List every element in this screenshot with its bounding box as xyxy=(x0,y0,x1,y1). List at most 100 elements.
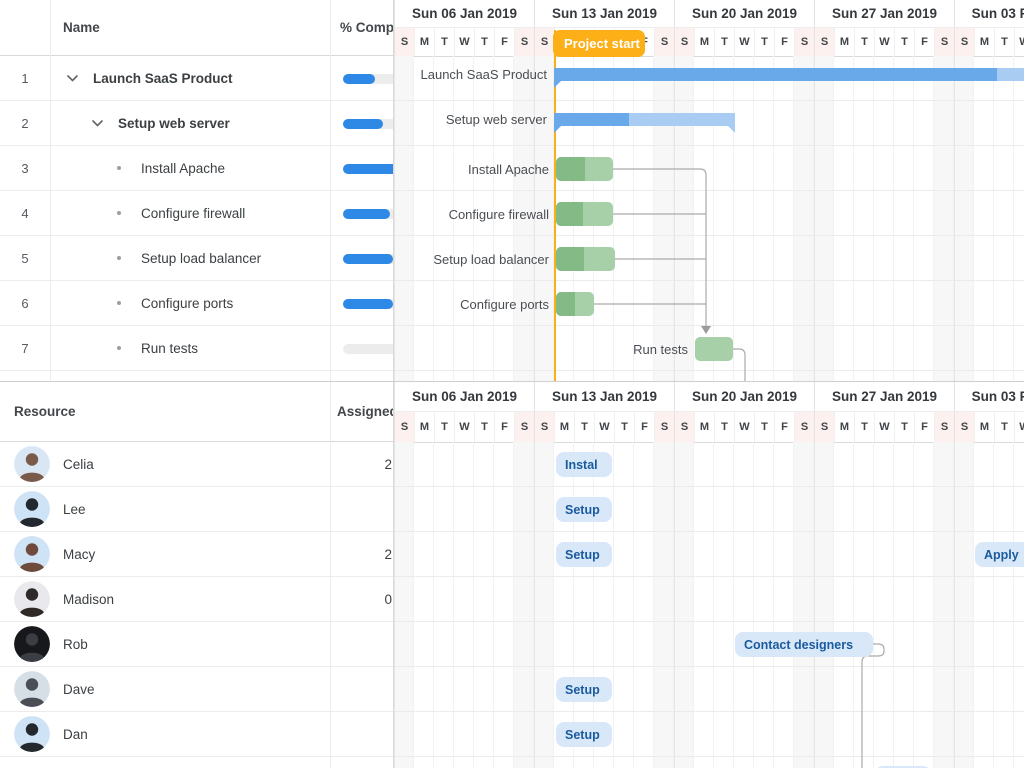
day-header-cell: S xyxy=(934,412,954,442)
percent-complete-bar xyxy=(343,208,393,219)
day-header-cell: S xyxy=(814,412,834,442)
gantt-bar-task[interactable] xyxy=(556,202,613,226)
dependency-line xyxy=(733,348,746,381)
leaf-bullet-icon xyxy=(117,301,121,305)
resource-row[interactable]: Lee xyxy=(0,487,393,532)
percent-complete-fill xyxy=(343,298,393,309)
resource-name: Dan xyxy=(63,726,88,742)
day-header-cell: T xyxy=(474,412,494,442)
event-pill[interactable]: Setup xyxy=(556,722,612,747)
gantt-bar-task[interactable] xyxy=(556,292,594,316)
day-header-cell: W xyxy=(594,412,614,442)
timeline-day-row: SMTWTFSSMTWTFSSMTWTFSSMTWTFSSMTWTFS xyxy=(394,28,1024,56)
resource-name: Lee xyxy=(63,501,86,517)
week-header-cell: Sun 03 Feb 2019 xyxy=(954,382,1024,411)
gantt-bar-parent[interactable] xyxy=(554,113,735,133)
day-header-cell: W xyxy=(1014,28,1024,56)
gantt-bar-task[interactable] xyxy=(695,337,733,361)
week-header-cell: Sun 06 Jan 2019 xyxy=(394,382,534,411)
gantt-bar-task[interactable] xyxy=(556,247,615,271)
day-header-cell: T xyxy=(614,412,634,442)
task-row[interactable]: 1 Launch SaaS Product xyxy=(0,56,393,101)
day-header-cell: M xyxy=(834,28,854,56)
gantt-timeline-header: Sun 06 Jan 2019 Sun 13 Jan 2019 Sun 20 Jan… xyxy=(394,0,1024,57)
day-header-cell: M xyxy=(554,412,574,442)
leaf-bullet-icon xyxy=(117,166,121,170)
day-header-cell: F xyxy=(914,28,934,56)
day-header-cell: T xyxy=(434,28,454,56)
column-header-name[interactable]: Name xyxy=(63,20,100,35)
grid-column-divider xyxy=(330,382,331,768)
percent-complete-bar xyxy=(343,343,393,354)
resource-row[interactable]: Celia 2 xyxy=(0,442,393,487)
task-name: Configure firewall xyxy=(141,205,246,221)
avatar xyxy=(14,716,50,752)
event-pill[interactable]: Setup xyxy=(556,542,612,567)
gantt-grid: Name % Complete 1 Launch SaaS Product 2 Set… xyxy=(0,0,394,381)
event-pill[interactable]: Instal xyxy=(556,452,612,477)
percent-complete-fill xyxy=(343,163,393,174)
day-header-cell: M xyxy=(974,412,994,442)
column-header-assigned[interactable]: Assigned xyxy=(337,404,393,419)
row-number: 4 xyxy=(21,205,29,221)
event-pill[interactable]: Contact designers xyxy=(735,632,873,657)
event-pill[interactable]: Setup xyxy=(556,497,612,522)
leaf-bullet-icon xyxy=(117,211,121,215)
resource-row[interactable]: Dan xyxy=(0,712,393,757)
resource-row[interactable]: Macy 2 xyxy=(0,532,393,577)
week-header-cell: Sun 27 Jan 2019 xyxy=(814,382,954,411)
task-name: Setup web server xyxy=(118,115,230,131)
scheduler-grid: Resource Assigned Celia 2 Lee Macy 2 Madison 0… xyxy=(0,382,394,768)
percent-complete-fill xyxy=(343,118,383,129)
day-header-cell: F xyxy=(914,412,934,442)
scheduler-panel: Resource Assigned Celia 2 Lee Macy 2 Madison 0… xyxy=(0,381,1024,768)
percent-complete-bar xyxy=(343,253,393,264)
event-pill[interactable] xyxy=(875,766,931,768)
day-header-cell: W xyxy=(454,412,474,442)
day-header-cell: W xyxy=(1014,412,1024,442)
task-name: Run tests xyxy=(141,340,199,356)
resource-name: Celia xyxy=(63,456,94,472)
day-header-cell: W xyxy=(734,412,754,442)
chevron-down-icon[interactable] xyxy=(63,69,81,87)
task-name: Launch SaaS Product xyxy=(93,70,233,86)
task-row[interactable]: 3 Install Apache xyxy=(0,146,393,191)
day-header-cell: F xyxy=(494,28,514,56)
avatar xyxy=(14,536,50,572)
project-start-marker[interactable]: Project start xyxy=(553,30,645,57)
task-name: Setup load balancer xyxy=(141,250,262,266)
chevron-down-icon[interactable] xyxy=(88,114,106,132)
bar-label: Install Apache xyxy=(468,161,549,177)
dependency-lines xyxy=(861,643,885,768)
task-row[interactable]: 4 Configure firewall xyxy=(0,191,393,236)
event-pill[interactable]: Setup xyxy=(556,677,612,702)
resource-row[interactable]: Rob xyxy=(0,622,393,667)
task-row[interactable]: 5 Setup load balancer xyxy=(0,236,393,281)
task-name: Install Apache xyxy=(141,160,226,176)
percent-complete-bar xyxy=(343,163,393,174)
dependency-line xyxy=(861,643,885,768)
task-row[interactable]: 7 Run tests xyxy=(0,326,393,371)
gantt-grid-header: Name % Complete xyxy=(0,0,393,56)
parent-bar-fang xyxy=(554,126,561,133)
gantt-bar-task[interactable] xyxy=(556,157,613,181)
resource-row[interactable]: Madison 0 xyxy=(0,577,393,622)
row-number: 7 xyxy=(21,340,29,356)
column-header-percent[interactable]: % Complete xyxy=(340,20,393,35)
week-header-cell: Sun 06 Jan 2019 xyxy=(394,0,534,27)
gantt-grid-body: 1 Launch SaaS Product 2 Setup web server 3 In… xyxy=(0,56,393,371)
day-header-cell: S xyxy=(654,28,674,56)
task-row[interactable]: 6 Configure ports xyxy=(0,281,393,326)
resource-row[interactable]: Dave xyxy=(0,667,393,712)
column-header-resource[interactable]: Resource xyxy=(14,404,76,419)
day-header-cell: T xyxy=(994,28,1014,56)
day-header-cell: S xyxy=(674,28,694,56)
event-pill[interactable]: Apply xyxy=(975,542,1024,567)
gantt-bar-progress xyxy=(556,247,584,271)
gantt-bar-progress xyxy=(554,68,997,81)
row-number: 5 xyxy=(21,250,29,266)
leaf-bullet-icon xyxy=(117,256,121,260)
task-row[interactable]: 2 Setup web server xyxy=(0,101,393,146)
resource-name: Rob xyxy=(63,636,88,652)
gantt-bar-parent[interactable] xyxy=(554,68,1024,88)
